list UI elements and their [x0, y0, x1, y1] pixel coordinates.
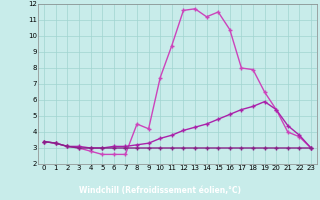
Text: Windchill (Refroidissement éolien,°C): Windchill (Refroidissement éolien,°C) [79, 186, 241, 195]
